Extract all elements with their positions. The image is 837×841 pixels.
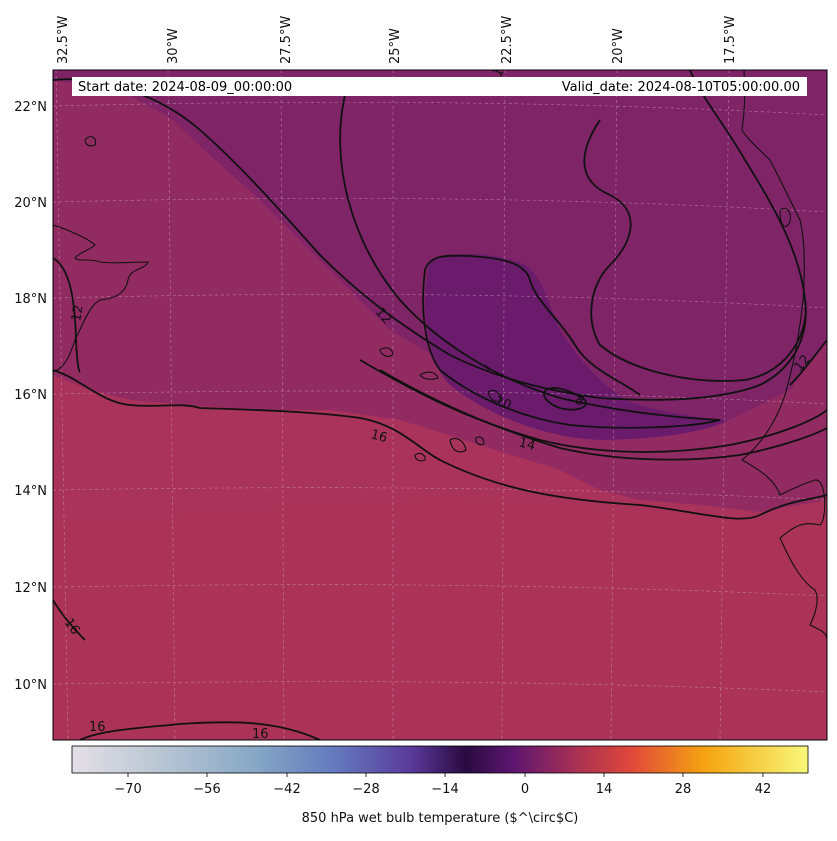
island-2 [419,371,439,380]
colorbar-tick-label: −28 [352,782,379,797]
contour-label: 16 [89,720,106,735]
coast-west [53,224,149,373]
lat-label: 14°N [14,484,47,499]
contours [53,70,827,740]
lon-label: 30°W [166,28,181,64]
contour-12-north [53,70,807,401]
lon-label: 22.5°W [500,16,515,64]
colorbar-tick-label: 0 [521,782,529,797]
contour-label: 16 [252,727,269,742]
island-5 [487,389,503,403]
contour-label: 16 [369,427,389,446]
colorbar-tick-label: 14 [596,782,613,797]
contour-12-east [789,339,827,386]
field-core [425,254,728,440]
contour-16-sw [53,599,86,641]
contour-label: 10 [493,394,514,414]
contour-16-s [79,721,321,740]
contour-label: 12 [490,58,511,80]
island-4 [475,436,485,446]
colorbar: −70 −56 −42 −28 −14 0 14 28 42 850 hPa w… [71,745,809,826]
start-date-text: Start date: 2024-08-09_00:00:00 [78,80,292,95]
lon-label: 25°W [388,28,403,64]
coast-east [741,70,827,641]
island-7 [485,364,490,373]
island-8 [84,136,97,147]
colorbar-label: 850 hPa wet bulb temperature ($^\circ$C) [302,811,579,826]
map-panel: 12 12 12 12 10 8 14 16 16 16 16 [53,58,827,742]
lat-label: 18°N [14,292,47,307]
field-warm-south [53,497,827,740]
colorbar-tick-label: −70 [114,782,141,797]
contour-12-west [53,257,81,373]
colorbar-tick-label: −56 [193,782,220,797]
contour-label: 12 [69,304,87,323]
map-frame [52,69,828,741]
contour-label-group: 12 12 12 12 10 8 14 16 16 16 16 [61,58,814,742]
lat-label: 20°N [14,196,47,211]
lat-label: 10°N [14,678,47,693]
colorbar-gradient [71,745,809,774]
lat-label: 12°N [14,581,47,596]
colorbar-tick-label: −14 [431,782,458,797]
field-band-cool [53,70,827,420]
island-6 [414,452,426,462]
colorbar-tick-label: −42 [273,782,300,797]
colorbar-ticks [127,773,764,777]
latitude-labels: 22°N 20°N 18°N 16°N 14°N 12°N 10°N [14,100,47,693]
graticule [53,70,827,740]
valid-date-text: Valid_date: 2024-08-10T05:00:00.00 [562,80,800,95]
contour-16 [53,369,827,520]
longitude-labels: 32.5°W 30°W 27.5°W 25°W 22.5°W 20°W 17.5… [56,16,738,64]
lat-label: 22°N [14,100,47,115]
contour-label: 14 [517,435,537,454]
colorbar-tick-label: 42 [755,782,772,797]
header-box [72,77,807,96]
contour-14b [379,369,827,461]
colorbar-tick-label: 28 [675,782,692,797]
coastlines [53,70,827,641]
island-9 [779,207,791,228]
lon-label: 17.5°W [723,16,738,64]
contour-12-inner [583,119,807,382]
lon-label: 32.5°W [56,16,71,64]
island-3 [449,437,467,453]
contour-10 [339,94,721,429]
lat-label: 16°N [14,388,47,403]
colorbar-tick-labels: −70 −56 −42 −28 −14 0 14 28 42 [114,782,771,797]
lon-label: 27.5°W [279,16,294,64]
contour-8 [543,387,587,411]
island-1 [379,347,394,357]
lon-label: 20°W [611,28,626,64]
